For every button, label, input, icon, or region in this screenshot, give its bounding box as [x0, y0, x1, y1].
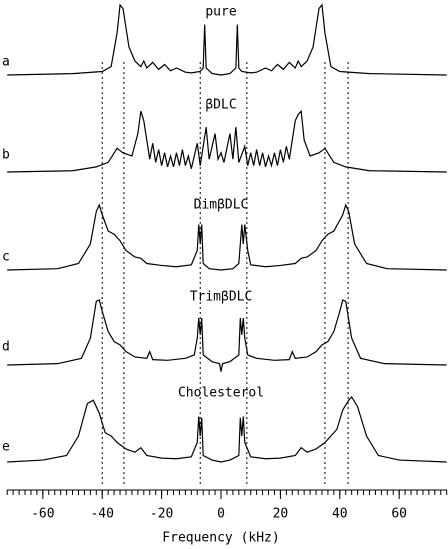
panel-label: c: [2, 250, 10, 265]
panel-label: d: [2, 340, 10, 355]
spectrum: [7, 109, 447, 173]
x-tick-label: 40: [332, 507, 348, 522]
panel-label: a: [2, 55, 10, 70]
spectrum-title: pure: [205, 5, 236, 20]
spectrum: [7, 396, 447, 463]
spectrum-title: Cholesterol: [178, 386, 264, 401]
panel-label: b: [2, 148, 10, 163]
x-tick-label: -60: [31, 507, 54, 522]
spectrum-title: βDLC: [205, 98, 236, 113]
spectrum: [7, 203, 447, 271]
x-axis-label: Frequency (kHz): [162, 531, 279, 546]
x-tick-label: 60: [391, 507, 407, 522]
x-tick-label: 0: [217, 507, 225, 522]
spectrum-title: TrimβDLC: [190, 290, 253, 305]
x-tick-label: -20: [150, 507, 173, 522]
panel-label: e: [2, 440, 10, 455]
spectrum-title: DimβDLC: [194, 198, 249, 213]
x-tick-label: 20: [273, 507, 289, 522]
x-tick-label: -40: [90, 507, 113, 522]
spectrum: [7, 299, 447, 372]
spectrum: [7, 3, 447, 76]
